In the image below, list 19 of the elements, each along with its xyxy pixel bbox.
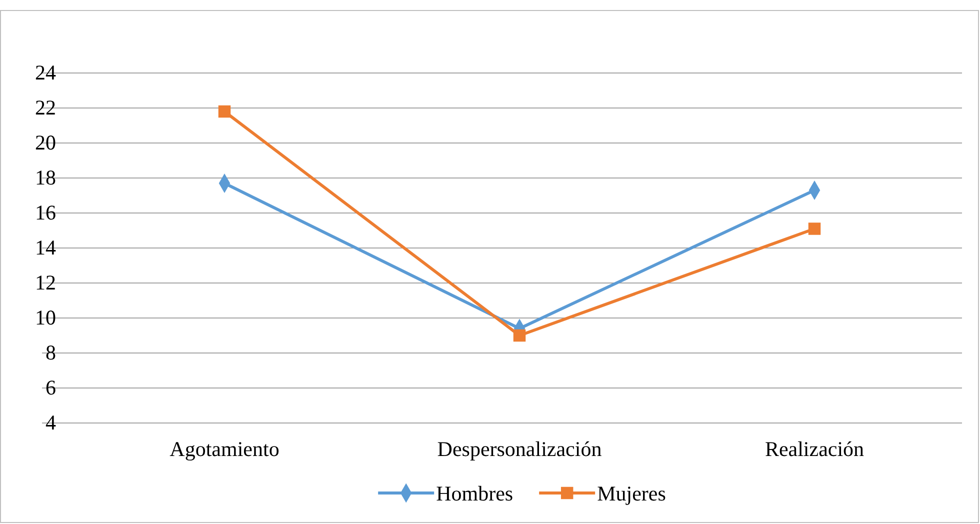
point [218, 105, 231, 118]
legend-label: Hombres [436, 481, 514, 506]
y-tick-label: 12 [35, 270, 56, 295]
y-tick-label: 24 [35, 60, 56, 85]
y-tick-label: 8 [46, 340, 56, 365]
y-tick-label: 16 [35, 200, 56, 225]
x-tick-label: Realización [764, 436, 865, 461]
point [513, 329, 526, 342]
x-tick-label: Despersonalización [437, 436, 602, 461]
y-tick-label: 22 [35, 96, 56, 120]
y-tick-label: 4 [46, 410, 56, 435]
legend-label: Mujeres [597, 481, 666, 506]
x-tick-label: Agotamiento [170, 436, 280, 461]
y-tick-label: 18 [35, 166, 56, 190]
y-tick-label: 10 [35, 306, 56, 330]
y-tick-label: 14 [35, 236, 56, 260]
y-tick-label: 6 [46, 376, 56, 400]
y-tick-label: 20 [35, 130, 56, 155]
point [808, 222, 821, 235]
